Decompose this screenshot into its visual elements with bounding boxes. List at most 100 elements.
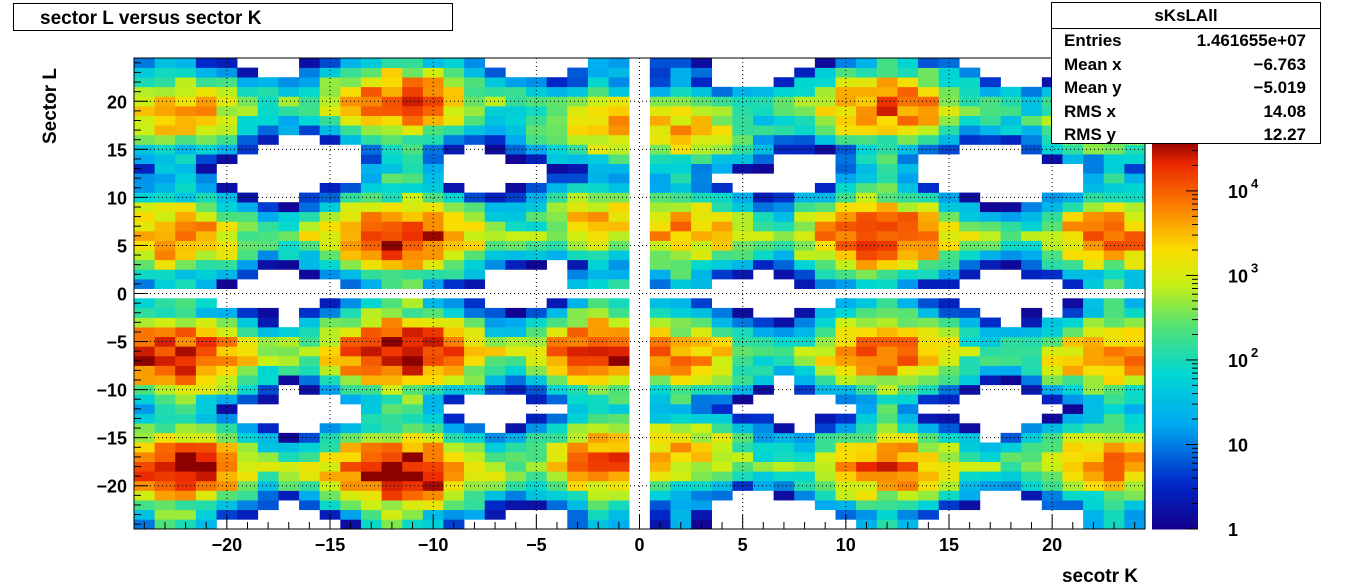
heatmap-cell (835, 384, 857, 395)
heatmap-cell (918, 355, 939, 366)
heatmap-cell (526, 384, 547, 395)
heatmap-cell (649, 307, 671, 318)
heatmap-cell (649, 211, 671, 222)
heatmap-cell (360, 355, 382, 366)
heatmap-cell (257, 125, 279, 136)
heatmap-cell (691, 355, 713, 366)
heatmap-cell (670, 221, 692, 232)
heatmap-cell (278, 375, 300, 386)
heatmap-cell (794, 115, 816, 126)
heatmap-cell (1103, 375, 1125, 386)
heatmap-cell (670, 471, 692, 482)
heatmap-cell (938, 500, 960, 511)
heatmap-cell (484, 86, 506, 97)
heatmap-cell (464, 77, 486, 88)
heatmap-cell (526, 231, 547, 241)
heatmap-cell (1000, 432, 1022, 443)
heatmap-cell (608, 58, 630, 68)
heatmap-cell (154, 298, 176, 309)
heatmap-cell (237, 355, 259, 366)
heatmap-cell (484, 327, 506, 338)
heatmap-cell (484, 375, 506, 386)
heatmap-cell (443, 77, 465, 88)
heatmap-cell (711, 86, 733, 97)
heatmap-cell (918, 77, 939, 88)
heatmap-cell (1124, 375, 1146, 386)
heatmap-cell (691, 221, 713, 232)
heatmap-cell (649, 394, 671, 405)
heatmap-cell (237, 96, 259, 107)
heatmap-cell (175, 154, 197, 165)
heatmap-cell (422, 471, 444, 482)
heatmap-cell (257, 86, 279, 97)
heatmap-cell (649, 480, 671, 491)
heatmap-cell (360, 500, 382, 511)
heatmap-cell (979, 106, 1001, 116)
heatmap-cell (897, 58, 919, 68)
heatmap-cell (608, 163, 630, 174)
heatmap-cell (876, 67, 898, 78)
y-tick-label: 10 (107, 188, 127, 208)
heatmap-cell (814, 442, 836, 453)
palette-step (1152, 149, 1198, 154)
heatmap-cell (979, 346, 1001, 357)
heatmap-cell (443, 221, 465, 232)
palette-step (1152, 344, 1198, 348)
heatmap-cell (1124, 173, 1146, 184)
heatmap-cell (649, 259, 671, 270)
heatmap-cell (278, 231, 300, 241)
heatmap-cell (216, 423, 238, 434)
heatmap-cell (649, 115, 671, 126)
heatmap-cell (856, 86, 878, 97)
heatmap-cell (732, 154, 754, 165)
heatmap-cell (340, 307, 362, 318)
heatmap-cell (814, 182, 836, 193)
heatmap-cell (175, 423, 197, 434)
heatmap-cell (732, 346, 754, 357)
heatmap-cell (340, 279, 362, 289)
heatmap-cell (773, 423, 795, 434)
palette-step (1152, 266, 1198, 271)
heatmap-cell (752, 413, 774, 424)
heatmap-cell (814, 269, 836, 280)
heatmap-cell (257, 231, 279, 241)
heatmap-cell (464, 298, 486, 309)
heatmap-cell (938, 231, 960, 241)
heatmap-cell (1041, 355, 1063, 366)
heatmap-cell (1062, 365, 1084, 376)
heatmap-cell (505, 490, 527, 501)
heatmap-cell (814, 250, 836, 261)
heatmap-cell (422, 240, 444, 251)
palette-step (1152, 366, 1198, 371)
heatmap-cell (1041, 500, 1063, 511)
heatmap-cell (319, 182, 341, 193)
heatmap-cell (443, 346, 465, 357)
heatmap-cell (608, 250, 630, 261)
heatmap-cell (134, 86, 155, 97)
heatmap-cell (608, 211, 630, 222)
heatmap-cell (299, 500, 320, 511)
heatmap-cell (546, 471, 568, 482)
heatmap-cell (237, 192, 259, 203)
heatmap-cell (505, 202, 527, 213)
heatmap-cell (175, 182, 197, 193)
heatmap-cell (835, 307, 857, 318)
heatmap-cell (1062, 480, 1084, 491)
heatmap-cell (1062, 404, 1084, 414)
heatmap-cell (360, 240, 382, 251)
heatmap-cell (649, 298, 671, 309)
heatmap-cell (608, 182, 630, 193)
heatmap-cell (1000, 471, 1022, 482)
heatmap-cell (546, 298, 568, 309)
palette-step (1152, 383, 1198, 387)
heatmap-cell (154, 375, 176, 386)
heatmap-cell (526, 394, 547, 405)
heatmap-cell (257, 355, 279, 366)
heatmap-cell (814, 58, 836, 68)
heatmap-cell (608, 375, 630, 386)
heatmap-cell (897, 259, 919, 270)
heatmap-cell (1083, 221, 1105, 232)
heatmap-cell (608, 423, 630, 434)
heatmap-cell (897, 115, 919, 126)
